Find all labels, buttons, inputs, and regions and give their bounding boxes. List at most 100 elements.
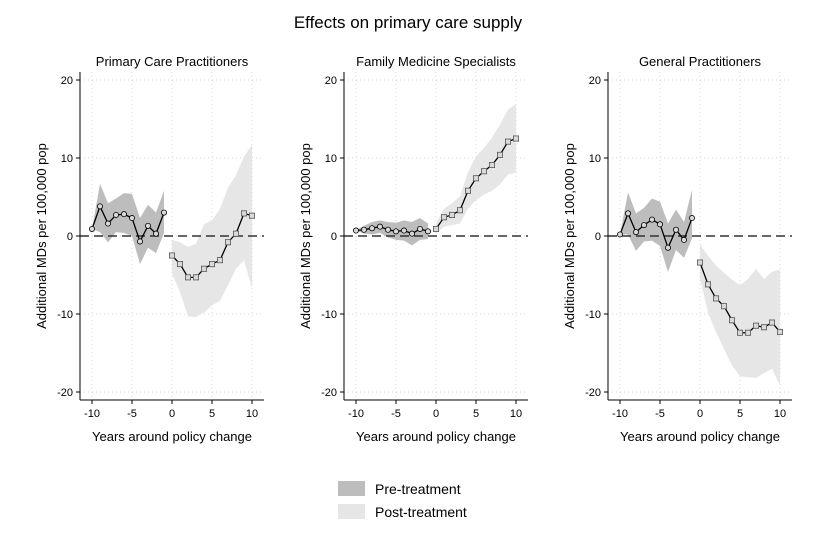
pre-treatment-point — [368, 225, 375, 232]
x-tick-label: 0 — [697, 408, 703, 420]
post-treatment-band — [172, 144, 252, 318]
post-treatment-point — [496, 151, 503, 158]
x-tick-label: 5 — [209, 408, 215, 420]
post-treatment-point — [216, 257, 223, 264]
pre-treatment-line — [91, 204, 165, 244]
pre-treatment-point — [128, 215, 135, 222]
y-tick-label: -20 — [57, 387, 73, 399]
y-tick-label: 0 — [67, 231, 73, 243]
pre-treatment-point — [657, 221, 664, 228]
pre-treatment-point — [121, 211, 128, 218]
x-tick-label: 5 — [737, 408, 743, 420]
pre-treatment-point — [617, 231, 624, 238]
pre-treatment-point — [649, 216, 656, 223]
y-tick-label: 10 — [589, 153, 601, 165]
x-axis-label: Years around policy change — [92, 429, 252, 444]
post-treatment-point — [777, 328, 784, 335]
post-treatment-point — [729, 317, 736, 324]
post-treatment-point — [184, 274, 191, 281]
pre-treatment-band — [92, 183, 164, 265]
pre-treatment-point — [360, 226, 367, 233]
legend-swatch-post-treatment — [338, 504, 365, 519]
y-tick-label: -20 — [321, 387, 337, 399]
pre-treatment-line — [355, 225, 429, 235]
pre-treatment-point — [160, 209, 167, 216]
legend-swatch-pre-treatment — [338, 481, 365, 496]
panel-title: General Practitioners — [639, 54, 762, 69]
x-tick-label: 10 — [774, 408, 786, 420]
pre-treatment-point — [641, 222, 648, 229]
post-treatment-point — [504, 138, 511, 145]
post-treatment-point — [737, 329, 744, 336]
post-treatment-point — [697, 259, 704, 266]
pre-treatment-point — [681, 236, 688, 243]
post-treatment-point — [705, 281, 712, 288]
x-tick-label: -5 — [127, 408, 137, 420]
pre-treatment-point — [400, 227, 407, 234]
figure-title: Effects on primary care supply — [294, 13, 523, 32]
x-tick-label: -5 — [655, 408, 665, 420]
legend-label-post-treatment: Post-treatment — [375, 504, 467, 520]
post-treatment-point — [745, 329, 752, 336]
pre-treatment-point — [416, 225, 423, 232]
y-tick-label: 0 — [595, 231, 601, 243]
pre-treatment-point — [392, 228, 399, 235]
y-tick-label: 0 — [331, 231, 337, 243]
panel-title: Family Medicine Specialists — [356, 54, 516, 69]
post-treatment-point — [240, 210, 247, 217]
pre-treatment-point — [673, 226, 680, 233]
post-treatment-point — [480, 168, 487, 175]
post-treatment-point — [513, 135, 520, 142]
pre-treatment-point — [689, 215, 696, 222]
post-treatment-point — [472, 175, 479, 182]
post-treatment-point — [200, 265, 207, 272]
y-tick-label: -20 — [585, 387, 601, 399]
x-tick-label: -10 — [348, 408, 364, 420]
post-treatment-point — [488, 162, 495, 169]
post-treatment-point — [232, 230, 239, 237]
post-treatment-point — [440, 214, 447, 221]
pre-treatment-point — [408, 230, 415, 237]
x-tick-label: 10 — [246, 408, 258, 420]
pre-treatment-band — [356, 218, 428, 246]
y-axis-label: Additional MDs per 100,000 pop — [298, 143, 313, 329]
x-tick-label: -10 — [612, 408, 628, 420]
post-treatment-point — [713, 295, 720, 302]
y-tick-label: 20 — [61, 75, 73, 87]
post-treatment-point — [432, 225, 439, 232]
x-tick-label: -10 — [84, 408, 100, 420]
post-treatment-point — [224, 239, 231, 246]
x-tick-label: -5 — [391, 408, 401, 420]
panel-primary-care-practitioners: Primary Care Practitioners -20 -10 0 10 20 -10… — [34, 54, 264, 444]
panel-family-medicine-specialists: Family Medicine Specialists -20 -10 0 10 20 -1… — [298, 54, 528, 444]
pre-treatment-point — [113, 211, 120, 218]
pre-treatment-point — [152, 230, 159, 237]
post-treatment-point — [192, 274, 199, 281]
post-treatment-point — [753, 322, 760, 329]
y-axis-label: Additional MDs per 100,000 pop — [34, 143, 49, 329]
post-treatment-point — [721, 303, 728, 310]
pre-treatment-point — [625, 210, 632, 217]
post-treatment-point — [176, 261, 183, 268]
post-treatment-point — [464, 187, 471, 194]
legend-label-pre-treatment: Pre-treatment — [375, 481, 461, 497]
pre-treatment-point — [633, 229, 640, 236]
y-tick-label: -10 — [57, 309, 73, 321]
post-treatment-point — [761, 324, 768, 331]
post-treatment-band — [700, 244, 780, 386]
x-tick-label: 10 — [510, 408, 522, 420]
post-treatment-point — [769, 319, 776, 326]
pre-treatment-point — [89, 225, 96, 232]
pre-treatment-point — [105, 220, 112, 227]
pre-treatment-point — [97, 203, 104, 210]
pre-treatment-band — [620, 189, 692, 272]
post-treatment-point — [168, 252, 175, 259]
legend: Pre-treatment Post-treatment — [338, 481, 467, 520]
y-tick-label: -10 — [321, 309, 337, 321]
y-tick-label: -10 — [585, 309, 601, 321]
pre-treatment-point — [144, 222, 151, 229]
pre-treatment-point — [136, 238, 143, 245]
pre-treatment-point — [352, 227, 359, 234]
y-axis-label: Additional MDs per 100,000 pop — [562, 143, 577, 329]
